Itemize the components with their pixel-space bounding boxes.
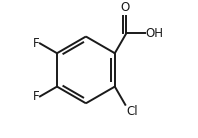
Text: F: F — [33, 90, 39, 103]
Text: Cl: Cl — [126, 105, 138, 118]
Text: F: F — [33, 37, 39, 50]
Text: O: O — [121, 1, 130, 14]
Text: OH: OH — [145, 27, 163, 40]
